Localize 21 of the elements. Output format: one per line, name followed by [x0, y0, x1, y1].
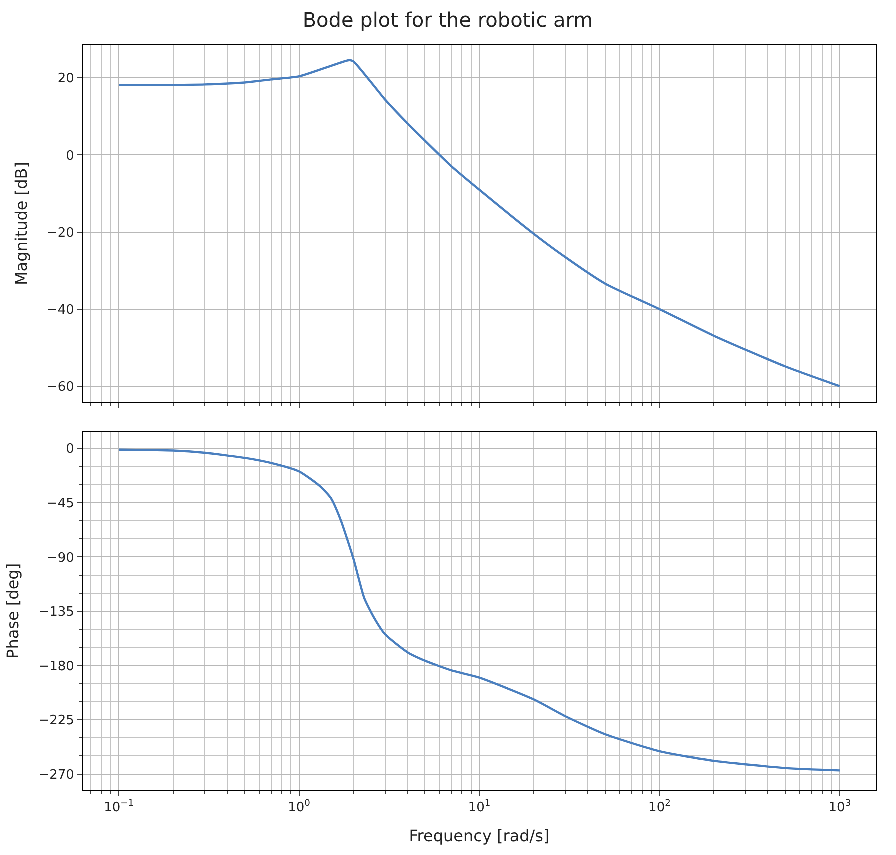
- y-tick-label: −40: [46, 302, 74, 318]
- y-tick-label: −90: [46, 550, 74, 566]
- y-tick-label: −270: [38, 768, 74, 783]
- chart-title: Bode plot for the robotic arm: [302, 8, 594, 32]
- y-tick-label: −135: [38, 605, 74, 620]
- y-tick-label: −180: [38, 659, 74, 674]
- x-tick-label: 10$^{1}$: [468, 799, 491, 816]
- y-axis-title: Magnitude [dB]: [12, 162, 31, 286]
- x-tick-label: 10$^{2}$: [648, 799, 671, 816]
- x-tick-label: 10$^{−1}$: [104, 799, 134, 816]
- x-axis-title: Frequency [rad/s]: [409, 826, 550, 846]
- y-tick-label: −60: [46, 380, 74, 395]
- y-axis-title: Phase [deg]: [4, 563, 23, 659]
- y-tick-label: 0: [66, 442, 74, 458]
- y-tick-label: 0: [66, 148, 74, 164]
- y-tick-label: 20: [58, 72, 74, 87]
- y-tick-label: −20: [46, 226, 74, 241]
- x-tick-label: 10$^{0}$: [288, 799, 311, 816]
- x-tick-label: 10$^{3}$: [828, 799, 852, 816]
- y-tick-label: −225: [38, 714, 74, 729]
- y-tick-label: −45: [46, 496, 74, 512]
